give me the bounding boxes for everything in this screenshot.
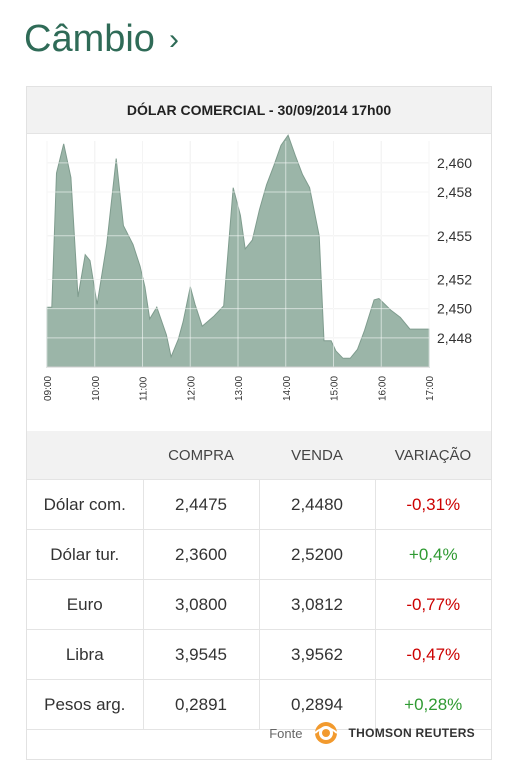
- y-tick-label: 2,448: [437, 330, 472, 346]
- x-tick-label: 13:00: [234, 376, 245, 401]
- exchange-widget: DÓLAR COMERCIAL - 30/09/2014 17h00 2,460…: [26, 86, 492, 760]
- x-tick-label: 12:00: [186, 376, 197, 401]
- variation: -0,31%: [375, 479, 491, 530]
- sell-price: 3,0812: [259, 579, 376, 630]
- chevron-right-icon: ›: [168, 22, 179, 56]
- currency-name: Dólar tur.: [27, 529, 144, 580]
- currency-name: Dólar com.: [27, 479, 144, 530]
- sell-price: 2,4480: [259, 479, 376, 530]
- x-tick-label: 09:00: [43, 376, 54, 401]
- buy-price: 0,2891: [143, 679, 260, 730]
- source-credit: Fonte THOMSON REUTERS: [269, 721, 475, 745]
- x-tick-label: 10:00: [91, 376, 102, 401]
- y-tick-label: 2,460: [437, 155, 472, 171]
- section-title-link[interactable]: Câmbio ›: [24, 18, 179, 61]
- table-header-row: COMPRA VENDA VARIAÇÃO: [27, 431, 491, 480]
- table-row: Dólar tur. 2,3600 2,5200 +0,4%: [27, 529, 491, 580]
- x-tick-label: 14:00: [282, 376, 293, 401]
- table-row: Libra 3,9545 3,9562 -0,47%: [27, 629, 491, 680]
- buy-price: 3,0800: [143, 579, 260, 630]
- table-row: Pesos arg. 0,2891 0,2894 +0,28%: [27, 679, 491, 730]
- y-tick-label: 2,450: [437, 301, 472, 317]
- exchange-rate-chart: 2,460 2,458 2,455 2,452 2,450 2,448 09:00 10:00…: [43, 134, 472, 401]
- currency-name: Libra: [27, 629, 144, 680]
- sell-price: 3,9562: [259, 629, 376, 680]
- table-row: Dólar com. 2,4475 2,4480 -0,31%: [27, 479, 491, 530]
- currency-name: Euro: [27, 579, 144, 630]
- x-tick-label: 16:00: [377, 376, 388, 401]
- column-header-compra: COMPRA: [143, 431, 259, 480]
- variation: -0,47%: [375, 629, 491, 680]
- column-header-variacao: VARIAÇÃO: [375, 431, 491, 480]
- column-header-venda: VENDA: [259, 431, 375, 480]
- source-brand: THOMSON REUTERS: [348, 726, 475, 740]
- buy-price: 2,3600: [143, 529, 260, 580]
- variation: +0,28%: [375, 679, 491, 730]
- y-tick-label: 2,452: [437, 272, 472, 288]
- section-title: Câmbio: [24, 18, 155, 60]
- currency-name: Pesos arg.: [27, 679, 144, 730]
- chart-title: DÓLAR COMERCIAL - 30/09/2014 17h00: [27, 87, 491, 134]
- y-tick-label: 2,455: [437, 228, 472, 244]
- buy-price: 2,4475: [143, 479, 260, 530]
- y-tick-label: 2,458: [437, 184, 472, 200]
- x-tick-label: 15:00: [330, 376, 341, 401]
- variation: +0,4%: [375, 529, 491, 580]
- source-label: Fonte: [269, 725, 303, 741]
- sell-price: 0,2894: [259, 679, 376, 730]
- buy-price: 3,9545: [143, 629, 260, 680]
- variation: -0,77%: [375, 579, 491, 630]
- column-header-name: [27, 431, 143, 480]
- x-tick-label: 17:00: [425, 376, 436, 401]
- table-row: Euro 3,0800 3,0812 -0,77%: [27, 579, 491, 630]
- x-tick-label: 11:00: [139, 376, 150, 401]
- thomson-reuters-logo-icon: [314, 722, 339, 744]
- sell-price: 2,5200: [259, 529, 376, 580]
- rates-table: COMPRA VENDA VARIAÇÃO Dólar com. 2,4475 2,…: [27, 431, 491, 730]
